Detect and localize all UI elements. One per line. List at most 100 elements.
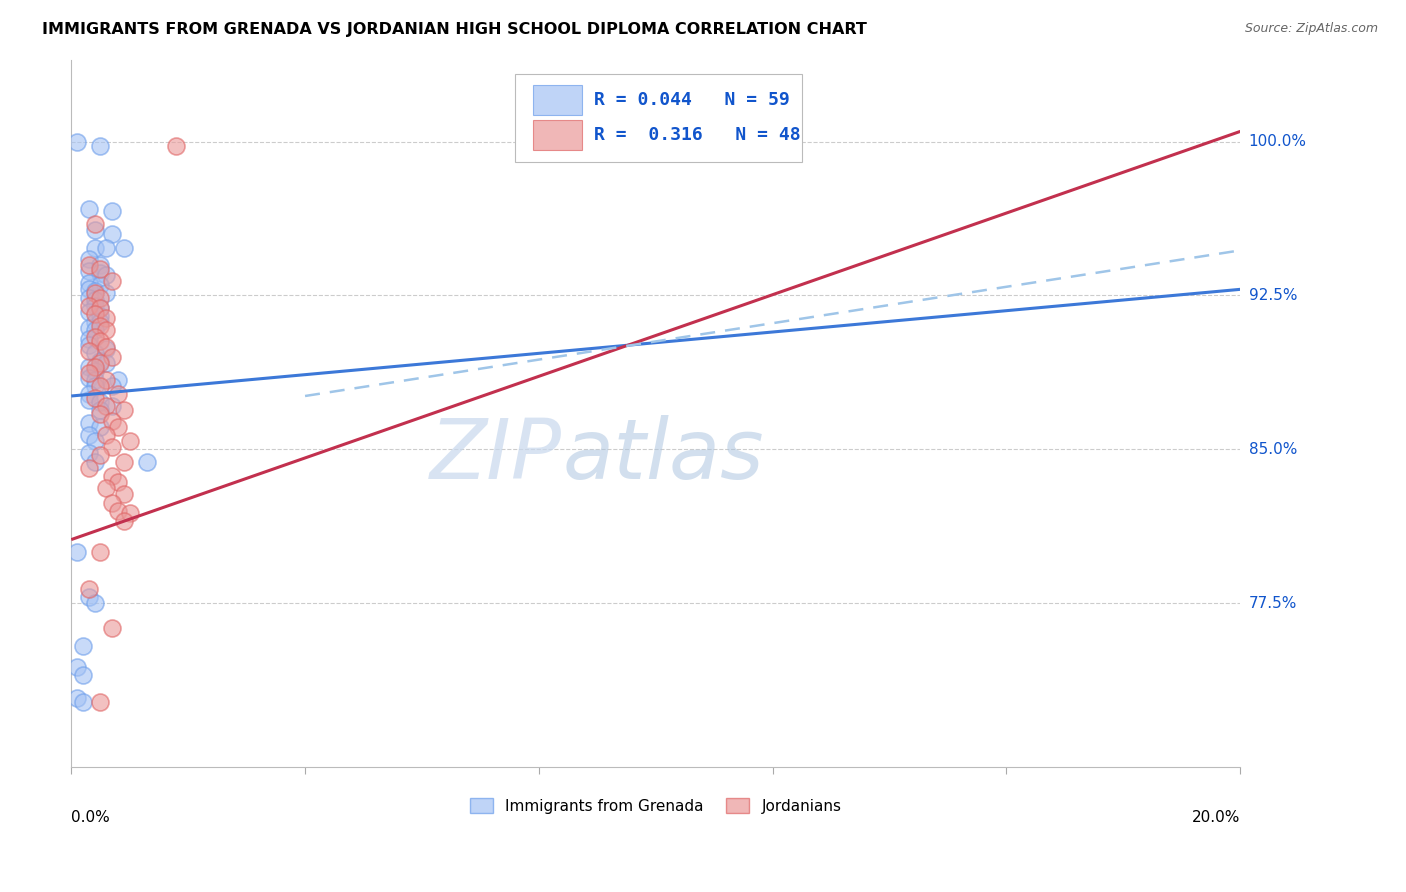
Point xyxy=(89,291,111,305)
Point xyxy=(72,668,94,682)
Point xyxy=(89,301,111,315)
Point xyxy=(89,261,111,276)
Point xyxy=(89,419,111,434)
Point xyxy=(89,315,111,329)
Point xyxy=(77,446,100,460)
Point xyxy=(112,487,135,501)
Point xyxy=(83,285,105,299)
Point xyxy=(89,258,111,272)
Point xyxy=(77,460,100,475)
Point xyxy=(96,428,118,442)
Point xyxy=(107,504,129,518)
Point xyxy=(72,639,94,653)
Point xyxy=(89,395,111,409)
FancyBboxPatch shape xyxy=(533,120,582,150)
Point xyxy=(96,323,118,337)
Text: atlas: atlas xyxy=(562,416,763,496)
Point xyxy=(77,299,100,313)
Point xyxy=(83,391,105,405)
Point xyxy=(83,293,105,307)
Point xyxy=(112,241,135,255)
Point xyxy=(89,334,111,348)
Point xyxy=(89,695,111,709)
Text: ZIP: ZIP xyxy=(430,416,562,496)
Point xyxy=(101,378,124,392)
Point xyxy=(89,545,111,559)
Point xyxy=(107,419,129,434)
Point xyxy=(77,252,100,266)
Point xyxy=(118,434,141,449)
Point xyxy=(89,301,111,315)
Point xyxy=(89,266,111,280)
Point xyxy=(66,545,89,559)
Text: 0.0%: 0.0% xyxy=(72,810,110,825)
Point xyxy=(77,321,100,335)
Point xyxy=(101,350,124,364)
Point xyxy=(96,340,118,354)
Text: 20.0%: 20.0% xyxy=(1192,810,1240,825)
Point xyxy=(77,337,100,351)
Point xyxy=(83,315,105,329)
Point xyxy=(96,373,118,387)
Point xyxy=(89,449,111,463)
Point xyxy=(101,621,124,635)
Point xyxy=(83,307,105,321)
Text: R = 0.044   N = 59: R = 0.044 N = 59 xyxy=(593,91,790,109)
Point xyxy=(77,367,100,381)
Text: IMMIGRANTS FROM GRENADA VS JORDANIAN HIGH SCHOOL DIPLOMA CORRELATION CHART: IMMIGRANTS FROM GRENADA VS JORDANIAN HIG… xyxy=(42,22,868,37)
Point xyxy=(107,475,129,490)
Point xyxy=(77,590,100,604)
Point xyxy=(89,319,111,334)
Point xyxy=(101,440,124,454)
Point xyxy=(83,596,105,610)
Point xyxy=(112,455,135,469)
Point xyxy=(89,378,111,392)
Point xyxy=(96,286,118,301)
Point xyxy=(83,223,105,237)
Point xyxy=(112,514,135,528)
Point xyxy=(77,305,100,319)
Point xyxy=(96,356,118,370)
Point xyxy=(77,282,100,296)
Point xyxy=(77,291,100,305)
Point xyxy=(72,695,94,709)
Point xyxy=(66,135,89,149)
Point xyxy=(166,138,188,153)
FancyBboxPatch shape xyxy=(516,74,801,162)
Text: 85.0%: 85.0% xyxy=(1249,442,1296,457)
Text: Source: ZipAtlas.com: Source: ZipAtlas.com xyxy=(1244,22,1378,36)
Point xyxy=(89,408,111,422)
Text: 77.5%: 77.5% xyxy=(1249,596,1296,611)
Point xyxy=(83,329,105,343)
Point xyxy=(66,659,89,673)
Point xyxy=(96,311,118,326)
Point xyxy=(83,434,105,449)
Point xyxy=(83,241,105,255)
Point xyxy=(83,373,105,387)
Point xyxy=(112,403,135,417)
Point xyxy=(83,286,105,301)
Point xyxy=(96,399,118,413)
Point xyxy=(96,241,118,255)
Point xyxy=(83,364,105,378)
Point xyxy=(83,455,105,469)
Point xyxy=(77,264,100,278)
Point xyxy=(77,428,100,442)
Point xyxy=(118,506,141,520)
Point xyxy=(101,399,124,413)
Point xyxy=(83,217,105,231)
Point xyxy=(77,332,100,346)
Point xyxy=(77,343,100,358)
Point xyxy=(83,360,105,375)
Point xyxy=(77,393,100,408)
Point xyxy=(101,469,124,483)
Point xyxy=(89,403,111,417)
Point xyxy=(77,582,100,596)
Point xyxy=(89,356,111,370)
Point xyxy=(77,416,100,430)
Point xyxy=(96,481,118,495)
Point xyxy=(77,276,100,290)
Point xyxy=(101,227,124,241)
Point xyxy=(136,455,159,469)
Point xyxy=(101,274,124,288)
